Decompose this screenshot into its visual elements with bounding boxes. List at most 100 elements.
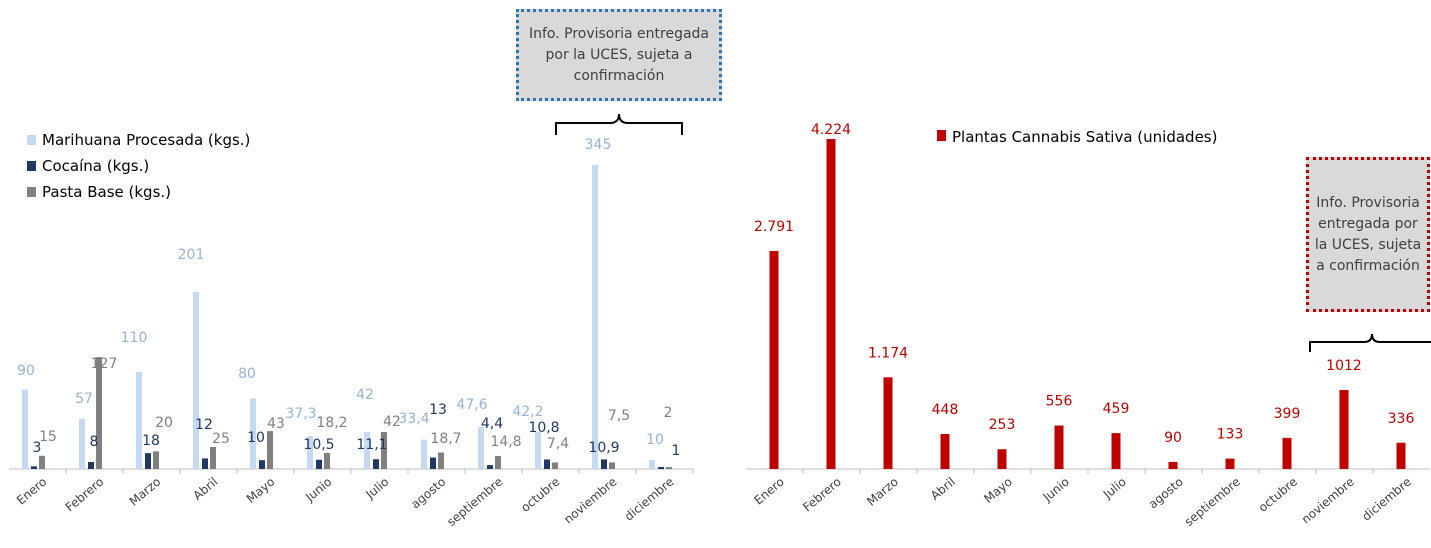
left-bar-2-7 [438, 452, 444, 469]
left-data-label-1-10: 10,9 [588, 440, 619, 456]
left-bar-0-8 [478, 427, 484, 469]
right-bar-6 [1111, 433, 1121, 469]
left-bar-2-10 [609, 462, 615, 469]
right-data-label-1: 4.224 [811, 122, 851, 138]
right-data-label-9: 399 [1274, 406, 1301, 422]
left-bar-1-4 [259, 460, 265, 469]
left-bar-2-0 [39, 455, 45, 469]
left-data-label-0-4: 80 [238, 366, 256, 382]
legend-swatch-left-1 [27, 161, 36, 171]
left-data-label-0-5: 37,3 [285, 406, 316, 422]
left-x-tick-label-10: noviembre [561, 475, 619, 527]
legend-label-left-2: Pasta Base (kgs.) [42, 183, 171, 201]
right-bar-9 [1282, 437, 1292, 469]
right-data-label-8: 133 [1217, 427, 1244, 443]
right-x-tick-label-7: agosto [1146, 475, 1186, 512]
left-bar-1-2 [145, 453, 151, 469]
left-data-label-0-11: 10 [646, 432, 664, 448]
left-data-label-0-1: 57 [75, 391, 93, 407]
left-bar-2-9 [552, 462, 558, 469]
left-bar-1-1 [88, 461, 94, 469]
legend-swatch-left-0 [27, 135, 36, 145]
legend-label-left-1: Cocaína (kgs.) [42, 157, 149, 175]
left-bar-2-3 [210, 446, 216, 469]
left-data-label-2-8: 14,8 [490, 434, 521, 450]
left-data-label-1-9: 10,8 [528, 420, 559, 436]
left-data-label-1-8: 4,4 [481, 416, 503, 432]
right-data-label-4: 253 [989, 417, 1016, 433]
right-data-label-0: 2.791 [754, 219, 794, 235]
right-bar-8 [1225, 458, 1235, 469]
left-data-label-0-3: 201 [178, 247, 205, 263]
left-data-label-2-2: 20 [155, 415, 173, 431]
right-data-label-3: 448 [932, 402, 959, 418]
right-x-tick-label-5: Junio [1040, 475, 1072, 505]
right-x-tick-label-2: Marzo [864, 475, 901, 509]
left-bar-2-1 [96, 357, 102, 469]
legend-label-right-0: Plantas Cannabis Sativa (unidades) [952, 128, 1217, 146]
left-bar-1-3 [202, 458, 208, 469]
right-bar-5 [1054, 425, 1064, 469]
right-bar-2 [883, 377, 893, 469]
right-x-tick-label-9: octubre [1256, 475, 1300, 515]
left-data-label-0-0: 90 [17, 363, 35, 379]
right-bar-10 [1339, 389, 1349, 469]
left-data-label-2-5: 18,2 [316, 415, 347, 431]
left-data-label-2-10: 7,5 [608, 408, 630, 424]
left-bar-1-6 [373, 459, 379, 469]
left-bar-2-4 [267, 431, 273, 469]
left-data-label-1-4: 10 [247, 430, 265, 446]
left-x-tick-label-7: agosto [408, 475, 448, 512]
left-data-label-1-5: 10,5 [303, 437, 334, 453]
left-data-label-0-9: 42,2 [512, 404, 543, 420]
left-bar-0-10 [592, 165, 598, 469]
left-data-label-0-10: 345 [585, 137, 612, 153]
left-bar-1-5 [316, 459, 322, 469]
left-data-label-1-7: 13 [429, 402, 447, 418]
left-data-label-0-7: 33,4 [398, 411, 429, 427]
left-x-tick-label-4: Mayo [244, 475, 278, 506]
left-x-tick-label-3: Abril [190, 475, 220, 503]
right-brace [1309, 333, 1431, 352]
left-x-tick-label-11: diciembre [622, 475, 677, 524]
right-x-tick-label-3: Abril [928, 475, 958, 503]
provisional-info-note-right: Info. Provisoria entregada por la UCES, … [1306, 157, 1430, 312]
left-bar-1-11 [658, 467, 664, 469]
right-x-tick-label-4: Mayo [981, 475, 1015, 506]
right-data-label-11: 336 [1388, 411, 1415, 427]
right-bar-4 [997, 449, 1007, 469]
left-bar-0-5 [307, 436, 313, 469]
left-bar-0-3 [193, 291, 199, 469]
left-data-label-2-4: 43 [267, 416, 285, 432]
right-x-tick-label-8: septiembre [1182, 475, 1243, 529]
left-bar-0-6 [364, 431, 370, 469]
left-x-tick-label-2: Marzo [127, 475, 164, 509]
left-x-tick-label-9: octubre [518, 475, 562, 515]
left-data-label-1-3: 12 [195, 417, 213, 433]
right-x-tick-label-11: diciembre [1359, 475, 1414, 524]
left-bar-1-9 [544, 459, 550, 469]
left-x-tick-label-1: Febrero [63, 475, 107, 515]
left-data-label-0-6: 42 [356, 387, 374, 403]
right-x-tick-label-1: Febrero [800, 475, 844, 515]
right-data-label-10: 1012 [1326, 358, 1362, 374]
left-data-label-2-6: 42 [383, 414, 401, 430]
right-x-tick-label-0: Enero [751, 475, 786, 508]
right-bar-0 [769, 250, 779, 469]
left-bar-0-11 [649, 460, 655, 469]
left-x-tick-label-8: septiembre [444, 475, 505, 529]
left-bar-2-2 [153, 451, 159, 469]
right-bar-1 [826, 139, 836, 469]
left-data-label-2-11: 2 [664, 405, 673, 421]
left-bar-1-10 [601, 459, 607, 469]
left-x-tick-label-6: Julio [362, 475, 391, 503]
left-x-tick-label-0: Enero [14, 475, 49, 508]
legend-swatch-left-2 [27, 187, 36, 197]
left-bar-2-6 [381, 431, 387, 469]
left-bar-1-8 [487, 465, 493, 469]
left-data-label-1-1: 8 [90, 434, 99, 450]
left-data-label-1-2: 18 [142, 433, 160, 449]
left-data-label-2-7: 18,7 [430, 431, 461, 447]
left-data-label-2-0: 15 [39, 429, 57, 445]
